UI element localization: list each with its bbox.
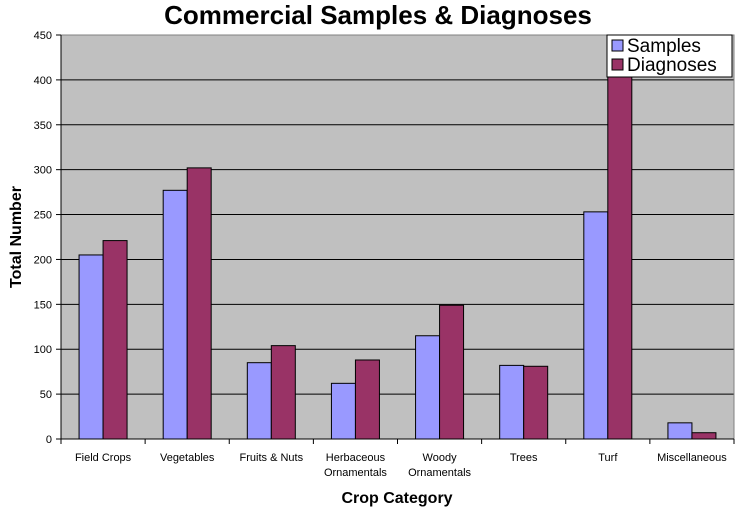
x-tick-label: Turf xyxy=(598,452,618,464)
plot-area xyxy=(60,34,735,440)
x-axis-title: Crop Category xyxy=(341,490,452,507)
legend-swatch-samples xyxy=(611,39,624,52)
y-tick-label: 400 xyxy=(34,75,52,87)
y-tick-label: 300 xyxy=(34,165,52,177)
bar-samples-1 xyxy=(162,189,188,440)
x-tick-label: Woody xyxy=(423,452,458,464)
bar-diagnoses-1 xyxy=(186,167,212,440)
x-tick-label: Fruits & Nuts xyxy=(240,452,304,464)
y-tick-label: 450 xyxy=(34,30,52,42)
bar-diagnoses-5 xyxy=(523,365,549,440)
x-tick-label: Miscellaneous xyxy=(657,452,727,464)
y-tick-label: 350 xyxy=(34,120,52,132)
x-tick-label: Trees xyxy=(510,452,538,464)
axes: 0 50 100 150 200 250 300 350 400 450 Field Crops Ve… xyxy=(34,30,735,479)
y-tick-label: 50 xyxy=(40,389,52,401)
bar-samples-6 xyxy=(583,211,609,440)
bar-samples-5 xyxy=(499,364,525,440)
legend-label-samples: Samples xyxy=(627,36,701,57)
x-tick-label: Vegetables xyxy=(160,452,215,464)
bar-diagnoses-0 xyxy=(102,240,128,440)
bar-diagnoses-6 xyxy=(607,74,633,440)
bar-diagnoses-3 xyxy=(354,359,380,440)
x-tick-label: Ornamentals xyxy=(324,467,387,479)
bar-samples-7 xyxy=(667,422,693,440)
y-axis-title: Total Number xyxy=(8,186,25,288)
y-tick-label: 100 xyxy=(34,344,52,356)
bar-samples-3 xyxy=(330,382,356,440)
y-tick-label: 200 xyxy=(34,254,52,266)
x-tick-label: Ornamentals xyxy=(408,467,471,479)
bar-samples-0 xyxy=(78,254,104,440)
y-tick-label: 250 xyxy=(34,210,52,222)
bar-samples-4 xyxy=(415,335,441,440)
chart-title: Commercial Samples & Diagnoses xyxy=(164,0,592,30)
legend-label-diagnoses: Diagnoses xyxy=(627,55,717,76)
legend-swatch-diagnoses xyxy=(611,58,624,71)
bar-diagnoses-4 xyxy=(439,304,465,440)
x-tick-label: Field Crops xyxy=(75,452,132,464)
y-tick-label: 0 xyxy=(46,434,52,446)
bar-diagnoses-2 xyxy=(270,345,296,440)
y-tick-label: 150 xyxy=(34,299,52,311)
x-tick-label: Herbaceous xyxy=(326,452,386,464)
bar-samples-2 xyxy=(246,362,272,440)
bar-diagnoses-7 xyxy=(691,432,717,440)
plot-background xyxy=(61,35,734,439)
legend-box xyxy=(606,34,733,78)
